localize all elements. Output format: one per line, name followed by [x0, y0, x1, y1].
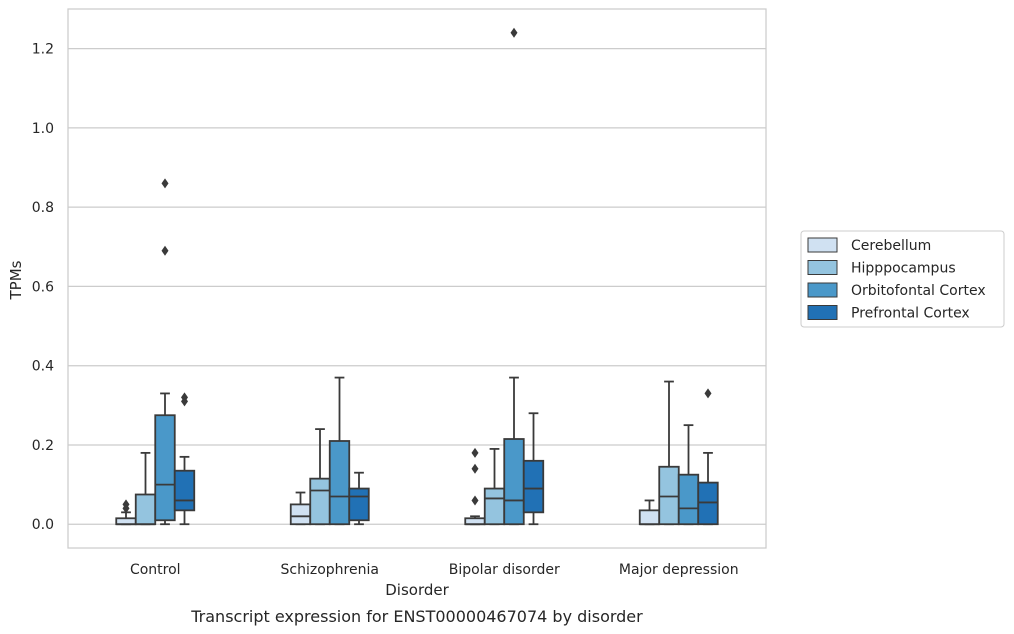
outlier-marker [704, 388, 712, 399]
y-tick-label: 0.8 [32, 200, 54, 216]
outlier-marker [471, 463, 479, 474]
chart-caption: Transcript expression for ENST0000046707… [190, 607, 643, 626]
box-hipppocampus [483, 448, 506, 526]
outlier-marker [161, 245, 169, 256]
box-body [658, 465, 680, 526]
outlier-marker [122, 499, 130, 510]
box-orbitofontal-cortex [328, 376, 351, 526]
legend-swatch [807, 237, 838, 253]
box-orbitofontal-cortex [503, 27, 525, 526]
outlier-marker [510, 27, 518, 38]
box-hipppocampus [134, 451, 157, 526]
box-body [348, 487, 370, 522]
legend-frame [800, 230, 1005, 328]
box-body [173, 469, 196, 512]
box-hipppocampus [658, 380, 680, 526]
legend-label: Hipppocampus [851, 261, 956, 277]
box-prefrontal-cortex [348, 471, 370, 526]
legend-swatch [807, 260, 838, 275]
box-body [154, 414, 176, 522]
box-series [115, 27, 719, 526]
box-hipppocampus [309, 428, 331, 526]
x-tick-label: Control [130, 562, 181, 578]
y-tick-label: 0.4 [32, 359, 54, 375]
box-body [638, 509, 661, 526]
box-cerebellum [638, 499, 661, 526]
outlier-marker [181, 392, 188, 403]
box-cerebellum [289, 491, 312, 526]
box-orbitofontal-cortex [677, 424, 700, 526]
y-tick-label: 1.2 [32, 42, 54, 58]
x-axis-label: Disorder [385, 581, 449, 599]
box-prefrontal-cortex [173, 392, 196, 526]
box-cerebellum [464, 447, 486, 526]
box-body [677, 473, 700, 526]
y-tick-labels: 0.0 0.2 0.4 0.6 0.8 1.0 1.2 [32, 42, 54, 534]
legend-swatch [807, 305, 838, 320]
box-body [697, 481, 719, 526]
legend: Cerebellum Hipppocampus Orbitofontal Corte… [800, 230, 1005, 328]
box-body [503, 438, 525, 526]
box-body [309, 477, 331, 526]
box-body [134, 493, 157, 526]
box-prefrontal-cortex [697, 388, 719, 526]
outlier-marker [161, 178, 169, 189]
y-tick-label: 0.2 [32, 438, 54, 454]
outlier-marker [471, 495, 479, 506]
legend-label: Orbitofontal Cortex [851, 283, 986, 299]
legend-label: Prefrontal Cortex [851, 306, 970, 322]
box-prefrontal-cortex [522, 412, 545, 526]
box-body [289, 503, 312, 526]
box-orbitofontal-cortex [154, 178, 176, 526]
y-axis-label: TPMs [7, 260, 25, 300]
box-cerebellum [115, 499, 137, 526]
grid-lines [68, 48, 766, 525]
y-tick-label: 0.0 [32, 517, 54, 533]
box-body [483, 487, 506, 526]
y-tick-label: 1.0 [32, 121, 54, 137]
x-tick-labels: Control Schizophrenia Bipolar disorder Majo… [130, 562, 739, 578]
x-tick-label: Schizophrenia [281, 562, 379, 578]
x-tick-label: Major depression [619, 562, 739, 578]
x-tick-label: Bipolar disorder [449, 562, 560, 578]
plot-frame [67, 8, 767, 549]
legend-swatch [807, 282, 838, 298]
outlier-marker [471, 447, 479, 458]
y-tick-label: 0.6 [32, 279, 54, 295]
box-body [328, 440, 351, 526]
legend-label: Cerebellum [851, 238, 931, 254]
box-body [522, 459, 545, 514]
